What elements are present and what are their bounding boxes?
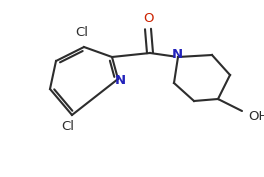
Text: Cl: Cl	[62, 121, 74, 133]
Text: OH: OH	[248, 110, 264, 122]
Text: N: N	[114, 73, 126, 87]
Text: Cl: Cl	[76, 27, 88, 39]
Text: N: N	[171, 48, 183, 61]
Text: O: O	[143, 13, 153, 25]
